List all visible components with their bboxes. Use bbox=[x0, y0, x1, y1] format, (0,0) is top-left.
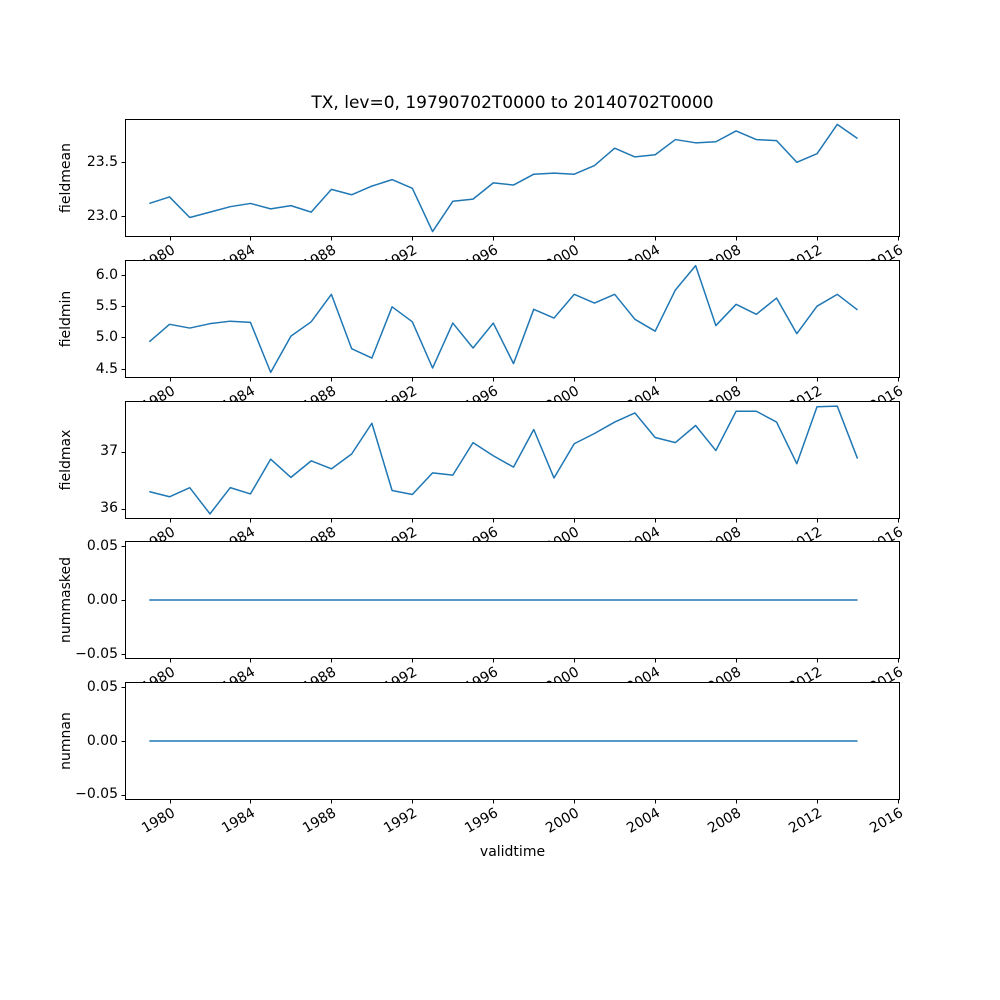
plot-area-fieldmean bbox=[121, 119, 900, 241]
y-tick-label: 36 bbox=[100, 500, 118, 517]
axes-frame bbox=[125, 400, 900, 519]
y-tick-label: 23.0 bbox=[86, 208, 118, 225]
plot-area-fieldmin bbox=[121, 260, 900, 382]
data-line-fieldmax bbox=[149, 404, 859, 515]
data-line-fieldmean bbox=[149, 123, 858, 233]
y-tick-label: 23.5 bbox=[86, 154, 118, 171]
axes-frame bbox=[125, 260, 900, 378]
y-tick-label: 4.5 bbox=[95, 360, 118, 377]
y-tick-label: 0.00 bbox=[86, 732, 118, 749]
plot-area-numnan bbox=[121, 681, 900, 803]
y-tick-label: 6.0 bbox=[95, 266, 118, 283]
y-tick-label: −0.05 bbox=[75, 645, 118, 662]
y-tick-label: 0.05 bbox=[86, 678, 118, 695]
subplot-fieldmax: fieldmax 36 37 1980 1984 1988 1992 1996 2000 200… bbox=[58, 400, 906, 555]
y-tick-label: 37 bbox=[100, 443, 118, 460]
plot-area-nummasked bbox=[121, 541, 900, 663]
axes-frame bbox=[125, 119, 900, 237]
subplot-numnan: numnan validtime −0.05 0.00 0.05 1980 1984 19… bbox=[58, 679, 906, 860]
x-axis-label: validtime bbox=[479, 843, 546, 860]
subplot-nummasked: nummasked −0.05 0.00 0.05 1980 1984 1988 1992 1… bbox=[58, 538, 906, 695]
y-tick-label: 0.05 bbox=[86, 538, 118, 555]
y-tick-label: −0.05 bbox=[75, 786, 118, 803]
subplot-fieldmean: fieldmean 23.0 23.5 1980 1984 1988 1992 1996 20… bbox=[58, 119, 906, 274]
data-line-fieldmin bbox=[148, 264, 858, 374]
plot-area-fieldmax bbox=[121, 400, 900, 522]
subplot-fieldmin: fieldmin 4.5 5.0 5.5 6.0 1980 1984 1988 1992 199… bbox=[58, 260, 906, 415]
y-tick-label: 5.5 bbox=[95, 298, 118, 315]
figure-title: TX, lev=0, 19790702T0000 to 20140702T000… bbox=[311, 93, 714, 113]
y-tick-label: 5.0 bbox=[95, 329, 118, 346]
y-tick-label: 0.00 bbox=[86, 592, 118, 608]
